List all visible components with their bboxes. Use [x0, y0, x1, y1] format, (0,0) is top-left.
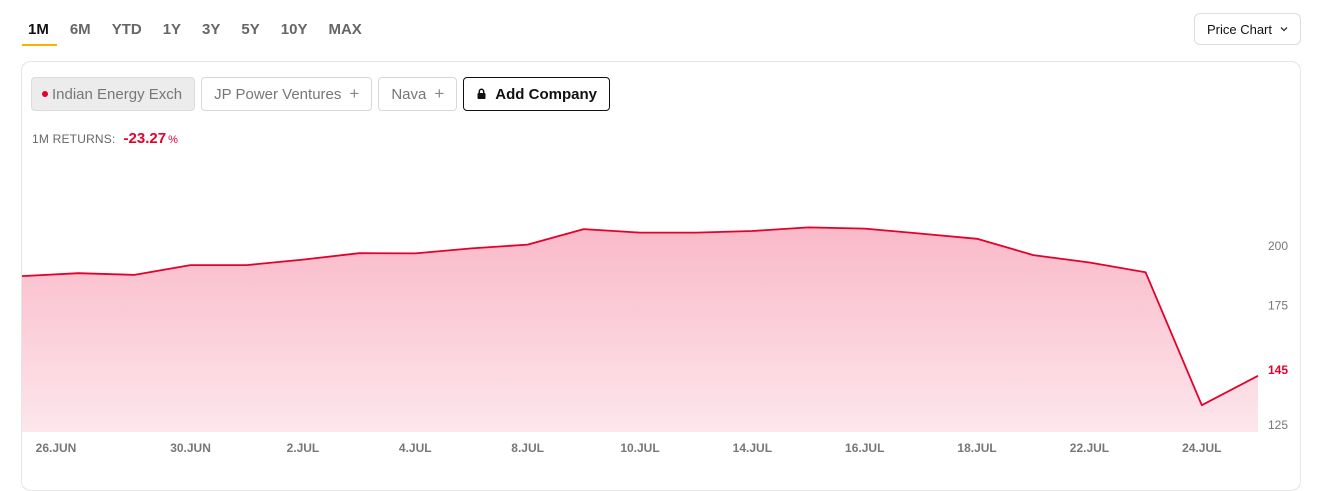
tab-6m[interactable]: 6M [69, 21, 91, 38]
x-tick-label: 26.JUN [36, 441, 77, 455]
returns-unit: % [168, 134, 178, 146]
price-area-chart: 125 175 200 145 26.JUN 30.JUN 2.JUL 4.JUL 8.JUL 1… [21, 226, 1288, 455]
x-tick-label: 2.JUL [287, 441, 320, 455]
tab-max[interactable]: MAX [328, 21, 362, 38]
returns-value: -23.27 [123, 130, 167, 147]
lock-icon [477, 88, 486, 99]
x-tick-label: 8.JUL [511, 441, 544, 455]
x-tick-label: 16.JUL [845, 441, 884, 455]
company-chip-nava[interactable]: Nava + [378, 77, 458, 111]
price-area [22, 227, 1258, 432]
company-chips: Indian Energy Exch JP Power Ventures + N… [31, 77, 610, 111]
tab-5y[interactable]: 5Y [241, 21, 260, 38]
company-chip-label: JP Power Ventures [214, 85, 342, 103]
plus-icon: + [434, 84, 445, 103]
tab-ytd[interactable]: YTD [111, 21, 142, 38]
x-tick-label: 30.JUN [170, 441, 211, 455]
y-tick-label: 125 [1268, 418, 1288, 432]
company-chip-label: Nava [391, 85, 427, 103]
add-company-button[interactable]: Add Company [463, 77, 610, 111]
company-chip-jp-power-ventures[interactable]: JP Power Ventures + [201, 77, 373, 111]
tab-3y[interactable]: 3Y [202, 21, 221, 38]
company-chip-indian-energy-exch[interactable]: Indian Energy Exch [31, 77, 196, 111]
add-company-label: Add Company [495, 85, 597, 103]
x-tick-label: 24.JUL [1182, 441, 1221, 455]
returns-label: 1M RETURNS: [32, 132, 116, 146]
x-tick-label: 22.JUL [1070, 441, 1109, 455]
series-color-dot [42, 91, 48, 97]
plus-icon: + [349, 84, 360, 103]
tab-1y[interactable]: 1Y [162, 21, 182, 38]
price-line [21, 226, 1259, 407]
tab-10y[interactable]: 10Y [280, 21, 308, 38]
y-tick-label: 200 [1268, 239, 1288, 253]
company-chip-label: Indian Energy Exch [52, 85, 183, 103]
y-tick-label: 175 [1268, 299, 1288, 313]
chart-type-dropdown[interactable]: Price Chart [1193, 13, 1301, 45]
chevron-down-icon [1280, 27, 1288, 32]
x-tick-label: 14.JUL [733, 441, 772, 455]
period-tabs: 1M 6M YTD 1Y 3Y 5Y 10Y MAX [22, 14, 375, 46]
x-tick-label: 4.JUL [399, 441, 432, 455]
x-tick-label: 18.JUL [957, 441, 996, 455]
current-value-label: 145 [1268, 363, 1288, 377]
tab-1m[interactable]: 1M [22, 14, 57, 46]
chart-type-label: Price Chart [1206, 21, 1272, 37]
returns-summary: 1M RETURNS: -23.27 % [32, 130, 178, 147]
x-tick-label: 10.JUL [620, 441, 659, 455]
